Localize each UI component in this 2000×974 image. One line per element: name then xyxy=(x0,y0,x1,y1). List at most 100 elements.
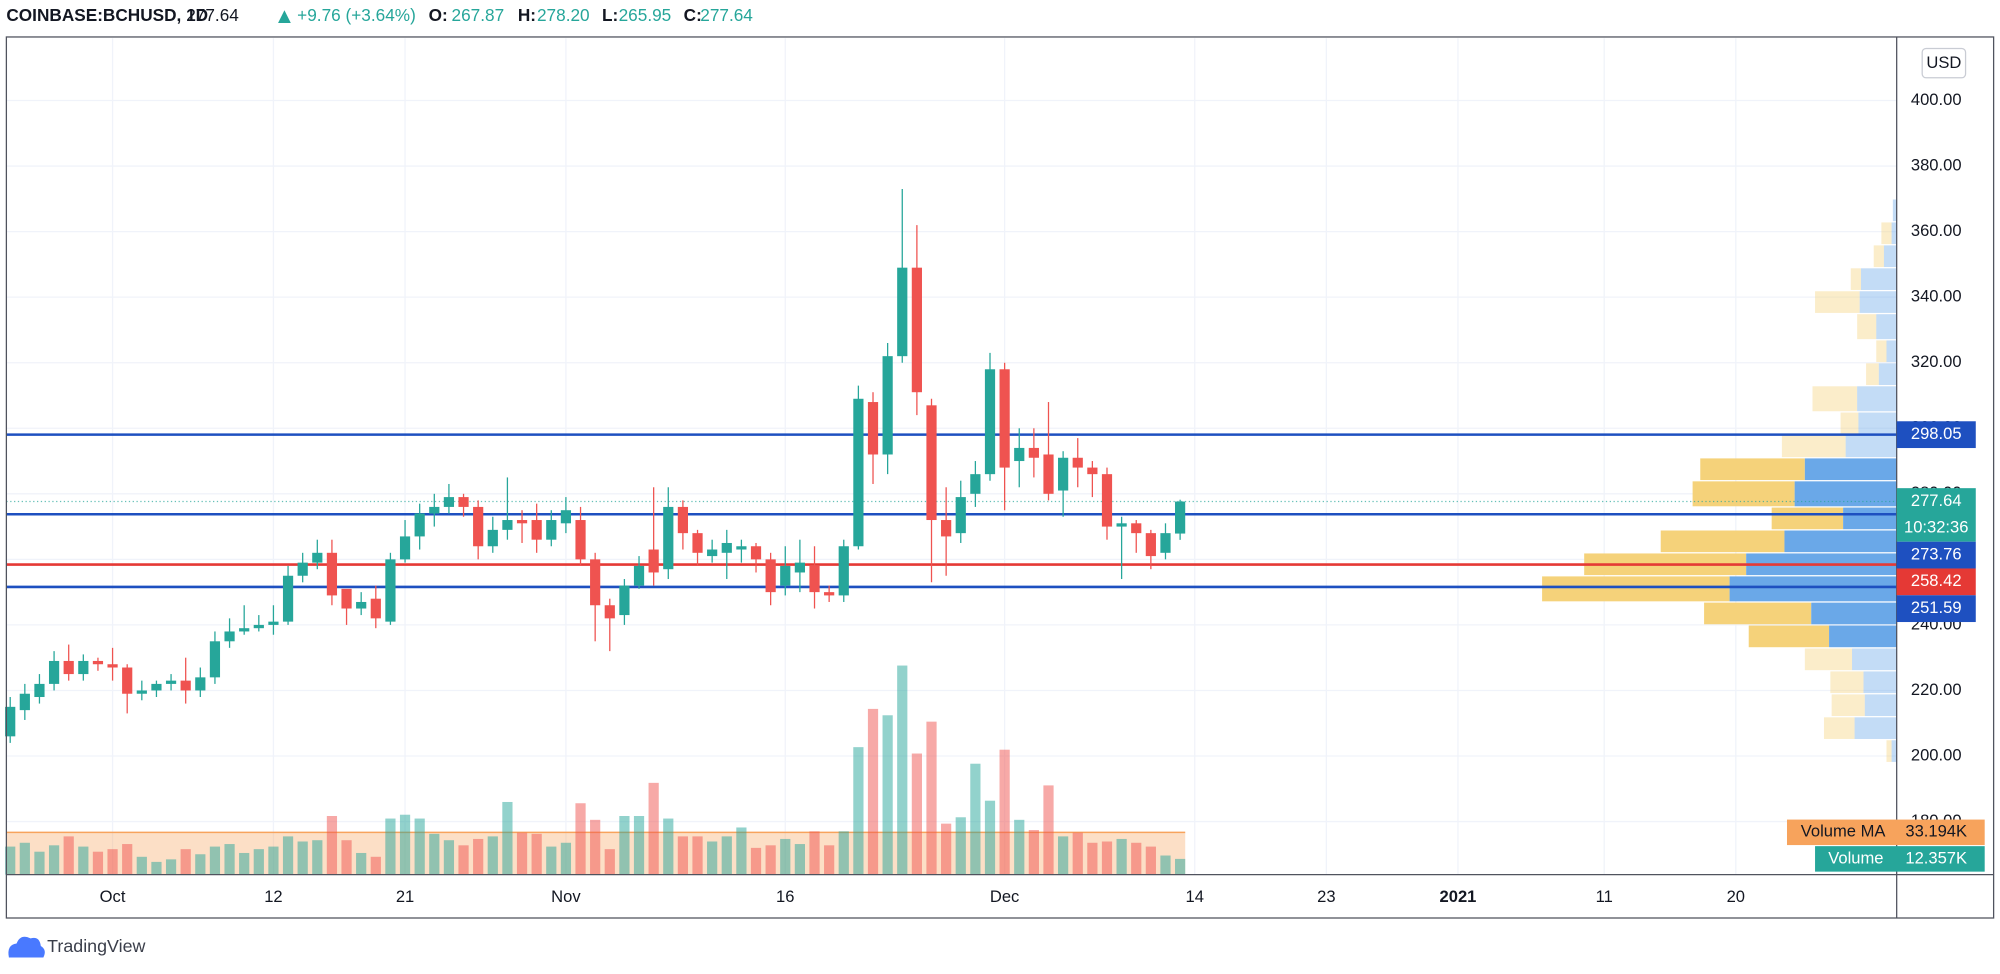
volume-bar xyxy=(560,842,572,875)
volume-bar xyxy=(1131,842,1142,875)
volume-bar xyxy=(48,845,60,875)
price-label: 251.59 xyxy=(1911,598,1962,617)
candle-body xyxy=(48,660,60,684)
candle-body xyxy=(575,520,586,560)
ohlc-key: O: xyxy=(429,5,448,25)
candle-body xyxy=(1145,533,1156,557)
x-tick-label: 16 xyxy=(776,887,794,906)
candle-body xyxy=(721,542,732,553)
ohlc-value: 265.95 xyxy=(619,5,672,25)
volume-bar xyxy=(195,854,206,875)
candle-body xyxy=(63,660,74,675)
candle-body xyxy=(546,520,557,540)
volume-box xyxy=(1815,846,1985,872)
volume-bar xyxy=(5,846,16,875)
candle-body xyxy=(326,552,338,596)
candle-body xyxy=(151,683,162,691)
volume-bar xyxy=(282,836,294,875)
x-tick-label: 2021 xyxy=(1440,887,1477,906)
volume-bar xyxy=(473,838,484,875)
profile-up-bar xyxy=(1852,648,1897,671)
candle-body xyxy=(911,267,922,393)
volume-bar xyxy=(136,856,147,875)
profile-up-bar xyxy=(1864,694,1897,717)
profile-up-bar xyxy=(1729,576,1897,602)
candle-body xyxy=(1175,501,1186,534)
candle-body xyxy=(473,506,484,547)
candle-body xyxy=(970,474,981,494)
volume-bar xyxy=(414,818,425,875)
y-tick-label: 340.00 xyxy=(1911,287,1962,306)
x-tick-label: Dec xyxy=(990,887,1019,906)
candle-body xyxy=(794,562,805,573)
volume-bar xyxy=(897,665,908,875)
profile-up-bar xyxy=(1876,314,1897,340)
candle-body xyxy=(926,405,937,521)
profile-down-bar xyxy=(1660,530,1785,553)
logo-icon xyxy=(8,936,45,958)
volume-name: Volume xyxy=(1828,848,1883,867)
candle-body xyxy=(765,559,776,593)
volume-bar xyxy=(648,782,659,875)
volume-bar xyxy=(663,818,674,875)
profile-down-bar xyxy=(1873,245,1884,268)
candle-body xyxy=(1160,533,1171,553)
candle-body xyxy=(312,552,323,563)
profile-down-bar xyxy=(1886,740,1892,762)
candle-body xyxy=(1043,454,1054,494)
ohlc-key: H: xyxy=(518,5,536,25)
up-arrow-icon xyxy=(278,10,291,23)
grid xyxy=(6,38,1897,875)
profile-down-bar xyxy=(1831,694,1865,717)
volume-bar xyxy=(941,823,952,875)
candle-body xyxy=(1058,457,1069,491)
y-tick-label: 360.00 xyxy=(1911,221,1962,240)
candle-body xyxy=(136,690,147,694)
candle-body xyxy=(356,601,367,609)
candle-body xyxy=(619,585,630,616)
profile-up-bar xyxy=(1829,625,1897,648)
volume-bar xyxy=(209,846,221,875)
profile-down-bar xyxy=(1815,291,1860,313)
volume-ma-box xyxy=(1786,819,1985,846)
volume-bar xyxy=(853,747,864,875)
candle-body xyxy=(633,565,645,586)
candle-body xyxy=(560,510,572,524)
candle-body xyxy=(750,546,762,560)
profile-down-bar xyxy=(1812,386,1858,412)
profile-up-bar xyxy=(1845,435,1897,458)
price-label: 273.76 xyxy=(1911,544,1962,563)
volume-pane xyxy=(5,665,1186,875)
candle-body xyxy=(736,546,747,550)
candle-body xyxy=(487,529,498,547)
logo: TradingView xyxy=(8,936,146,958)
volume-bar xyxy=(487,836,498,875)
profile-down-bar xyxy=(1542,576,1730,602)
last-price: 277.64 xyxy=(186,5,239,25)
volume-bar xyxy=(824,845,835,875)
candle-body xyxy=(604,605,615,619)
profile-down-bar xyxy=(1704,602,1812,625)
candle-body xyxy=(165,680,177,684)
candle-body xyxy=(1131,523,1142,534)
candle-body xyxy=(516,520,528,524)
profile-down-bar xyxy=(1866,363,1879,386)
profile-up-bar xyxy=(1878,363,1897,386)
price-label-box xyxy=(1896,595,1976,623)
price-labels: 298.05 277.64 10:32:36 273.76 258.42 251.59 Vo… xyxy=(1786,421,1985,872)
volume-bar xyxy=(1058,836,1069,875)
x-tick-label: 11 xyxy=(1596,887,1613,906)
candle-body xyxy=(34,683,45,698)
candle-body xyxy=(370,598,381,619)
chart-border xyxy=(5,36,1995,919)
candles xyxy=(5,189,1186,743)
volume-bar xyxy=(429,833,440,875)
volume-bar xyxy=(882,715,893,875)
candle-body xyxy=(253,624,264,629)
volume-bar xyxy=(619,816,630,875)
ohlc-key: L: xyxy=(602,5,618,25)
volume-bar xyxy=(736,827,747,875)
currency-box[interactable] xyxy=(1921,47,1967,79)
candle-body xyxy=(399,536,411,560)
candle-body xyxy=(107,664,118,668)
